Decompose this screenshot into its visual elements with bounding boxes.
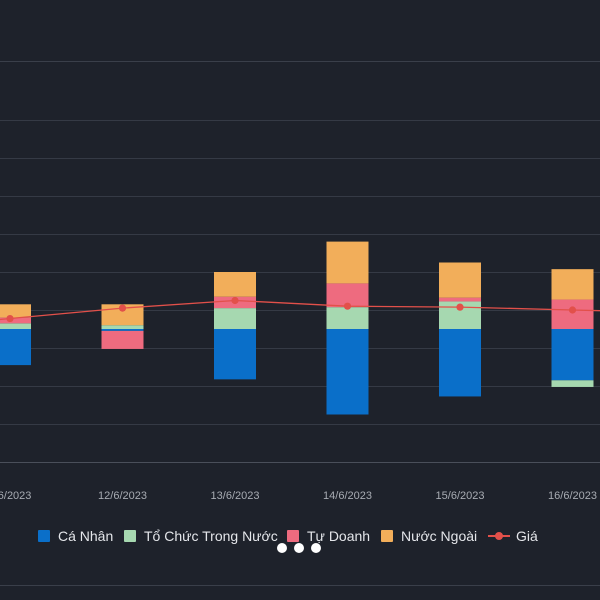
legend-swatch-ca-nhan	[38, 530, 50, 542]
bar-segment	[101, 325, 144, 329]
x-tick-label: 15/6/2023	[436, 490, 485, 502]
price-point	[6, 314, 14, 323]
bar-segment	[214, 329, 256, 380]
x-tick-label: 12/6/2023	[98, 490, 147, 502]
bar-segment	[439, 329, 481, 397]
bar-segment	[551, 269, 594, 300]
legend: Cá Nhân Tổ Chức Trong Nước Tự Doanh Nước…	[0, 525, 600, 547]
legend-swatch-tu-doanh	[287, 530, 299, 542]
bar-segment	[326, 283, 369, 308]
legend-swatch-nuoc-ngoai	[381, 530, 393, 542]
x-tick-label: 16/6/2023	[548, 490, 597, 502]
price-point	[118, 304, 127, 312]
bar-segment	[326, 241, 369, 284]
legend-label-to-chuc-trong-nuoc: Tổ Chức Trong Nước	[144, 528, 278, 544]
price-point	[231, 296, 239, 305]
bar-segment	[214, 308, 256, 329]
legend-item-nuoc-ngoai[interactable]: Nước Ngoài	[381, 528, 477, 544]
price-point	[568, 306, 577, 314]
bar-segment	[551, 299, 594, 329]
pager-dot-2[interactable]	[294, 543, 304, 553]
bar-segment	[326, 307, 369, 329]
bar-segment	[214, 272, 256, 297]
legend-line-icon-gia	[488, 530, 510, 542]
price-point	[456, 303, 464, 311]
bar-segment	[551, 329, 594, 381]
bar-segment	[0, 317, 31, 324]
bar-segment	[0, 329, 31, 366]
legend-item-to-chuc-trong-nuoc[interactable]: Tổ Chức Trong Nước	[124, 528, 278, 544]
legend-item-gia[interactable]: Giá	[488, 528, 538, 544]
x-tick-label: 9/6/2023	[0, 490, 31, 502]
bar-segment	[551, 380, 594, 387]
bottom-divider	[0, 585, 600, 586]
pager-dot-3[interactable]	[311, 543, 321, 553]
bar-segment	[439, 297, 481, 302]
bar-segment	[0, 323, 31, 329]
legend-label-gia: Giá	[516, 528, 538, 544]
price-line	[0, 299, 600, 321]
legend-item-tu-doanh[interactable]: Tự Doanh	[287, 528, 370, 544]
pager-dot-1[interactable]	[277, 543, 287, 553]
bar-segment	[0, 304, 31, 318]
pagination-dots	[277, 543, 321, 553]
price-point	[343, 302, 352, 310]
x-tick-label: 14/6/2023	[323, 490, 372, 502]
legend-label-tu-doanh: Tự Doanh	[307, 528, 371, 544]
legend-item-ca-nhan[interactable]: Cá Nhân	[38, 528, 113, 544]
legend-label-ca-nhan: Cá Nhân	[58, 528, 114, 544]
bar-segment	[101, 329, 144, 331]
legend-swatch-to-chuc-trong-nuoc	[124, 530, 136, 542]
bar-segment	[439, 262, 481, 298]
x-tick-label: 13/6/2023	[211, 490, 260, 502]
bar-segment	[326, 329, 369, 415]
bar-segment	[101, 330, 144, 349]
top-divider	[0, 61, 600, 62]
legend-label-nuoc-ngoai: Nước Ngoài	[401, 528, 478, 544]
